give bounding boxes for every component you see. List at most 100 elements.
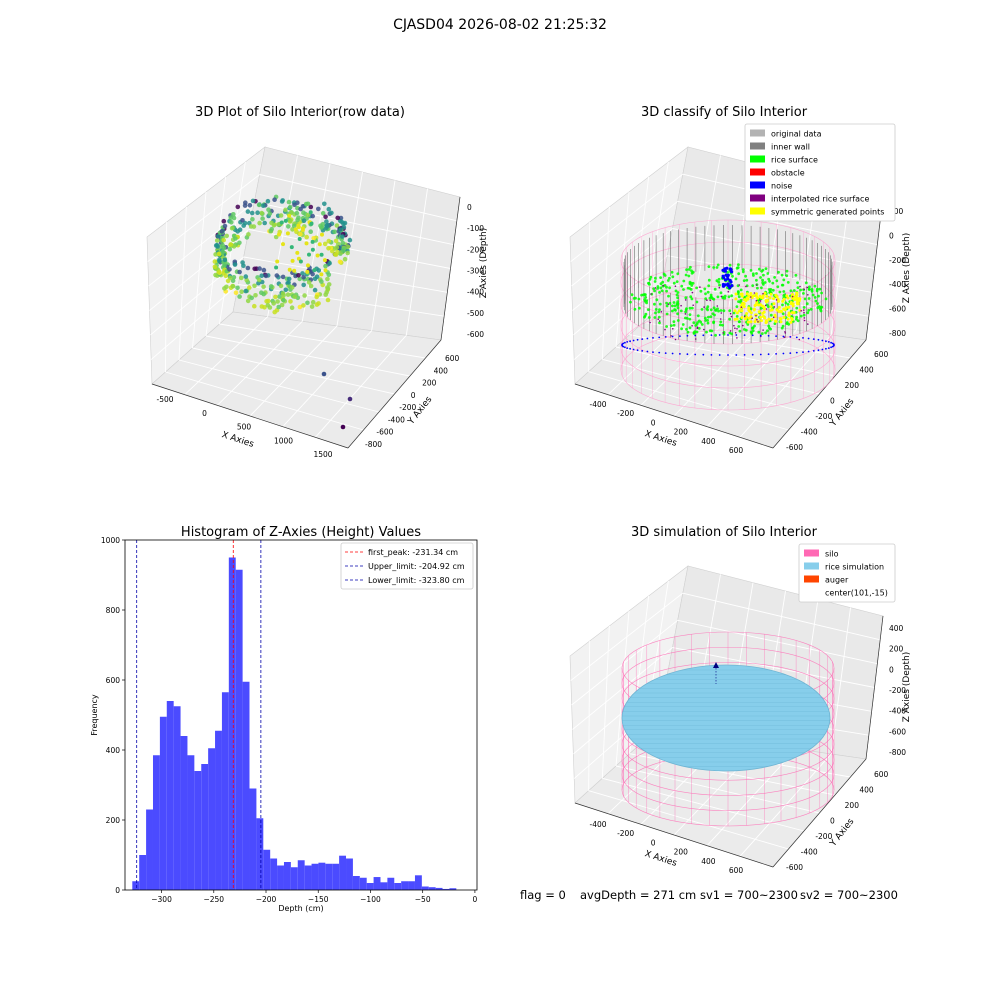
rice-surface-point <box>665 304 669 308</box>
raw-point <box>261 284 266 290</box>
noise-point <box>832 343 835 346</box>
rice-surface-point <box>671 275 675 279</box>
y-tick-label: 400 <box>859 366 874 375</box>
grid-line <box>570 592 684 681</box>
interpolated-point <box>720 312 723 314</box>
interpolated-point <box>757 321 759 323</box>
rice-surface-point <box>799 288 802 292</box>
raw-point <box>292 202 297 207</box>
raw-point <box>285 292 291 297</box>
interpolated-point <box>798 338 801 341</box>
raw-point <box>231 215 237 221</box>
rice-surface-point <box>734 277 738 281</box>
rice-surface-point <box>682 279 686 283</box>
noise-point <box>702 334 705 337</box>
noise-point <box>710 354 713 356</box>
rice-surface-point <box>712 321 715 325</box>
z-axis-line <box>865 615 884 760</box>
histogram-y-ticks: 0 200 400 600 800 1000 <box>101 536 125 895</box>
raw-point <box>305 300 310 306</box>
rice-surface-point <box>686 286 690 290</box>
raw-point <box>310 299 316 305</box>
raw-point <box>285 231 290 236</box>
interpolated-point <box>716 305 719 307</box>
raw-point <box>301 282 307 288</box>
noise-point <box>795 336 798 339</box>
y-tick-label: 400 <box>106 746 121 755</box>
rice-surface-point <box>660 289 664 293</box>
rice-surface-point <box>735 305 739 308</box>
rice-surface-point <box>643 298 646 302</box>
raw-point <box>279 220 284 225</box>
z-tick-label: -500 <box>467 309 484 318</box>
raw-point <box>327 261 332 266</box>
rice-surface-point <box>810 288 814 291</box>
raw-point <box>326 238 332 244</box>
symmetric-point <box>753 320 757 324</box>
raw-point <box>275 259 280 264</box>
interpolated-point <box>703 328 705 331</box>
raw-point <box>310 247 315 252</box>
rice-surface-point <box>712 306 716 310</box>
noise-point <box>664 352 667 354</box>
rice-surface-point <box>818 305 821 308</box>
raw-point <box>247 203 253 208</box>
symmetric-point <box>787 311 791 315</box>
raw-point <box>237 240 242 246</box>
interpolated-point <box>680 304 682 307</box>
raw-point <box>278 213 284 218</box>
raw-point <box>296 225 301 229</box>
rice-surface-point <box>658 302 662 306</box>
raw-point <box>227 246 233 252</box>
noise-point <box>641 338 644 340</box>
histogram-bars <box>132 557 457 890</box>
rice-surface-point <box>712 297 716 301</box>
rice-surface-point <box>738 329 742 333</box>
symmetric-point <box>746 320 750 324</box>
noise-point <box>751 334 754 337</box>
raw-point <box>334 223 340 228</box>
symmetric-point <box>742 305 746 309</box>
silo-wireframe <box>620 219 836 301</box>
histogram-bar <box>187 755 195 890</box>
raw-point <box>269 220 274 226</box>
raw-point <box>325 286 331 292</box>
histogram-vlines <box>136 540 262 890</box>
rice-surface-point <box>694 324 698 327</box>
symmetric-point <box>761 311 765 315</box>
raw-point <box>308 269 314 274</box>
raw-point <box>287 267 292 272</box>
symmetric-point <box>745 292 749 296</box>
raw-point <box>283 207 288 213</box>
noise-point <box>728 278 732 283</box>
rice-surface-point <box>653 289 656 293</box>
symmetric-point <box>786 296 790 300</box>
raw-point <box>261 291 267 297</box>
interpolated-point <box>719 318 722 320</box>
raw-point <box>290 258 295 263</box>
x-tick-label: 400 <box>701 437 716 446</box>
raw-point <box>268 228 274 234</box>
rice-surface-point <box>717 309 720 313</box>
rice-surface-point <box>732 311 736 315</box>
interpolated-point <box>696 327 699 330</box>
rice-surface-point <box>751 329 755 333</box>
rice-surface-point <box>824 297 828 301</box>
z-tick-label: -300 <box>467 267 484 276</box>
symmetric-point <box>757 310 761 314</box>
noise-point <box>789 352 792 354</box>
rice-surface-point <box>672 301 676 304</box>
interpolated-point <box>672 328 674 330</box>
histogram-frame <box>124 539 478 891</box>
rice-surface-point <box>795 306 799 310</box>
raw-point <box>338 215 344 221</box>
histogram-bar <box>394 883 402 890</box>
y-tick-label: 200 <box>845 801 860 810</box>
x-tick-label: −300 <box>151 895 172 904</box>
raw-point <box>345 244 351 249</box>
rice-surface-point <box>750 331 754 335</box>
rice-surface-point <box>697 319 701 323</box>
symmetric-point <box>749 292 753 295</box>
raw-point <box>265 302 271 308</box>
symmetric-point <box>766 299 769 303</box>
